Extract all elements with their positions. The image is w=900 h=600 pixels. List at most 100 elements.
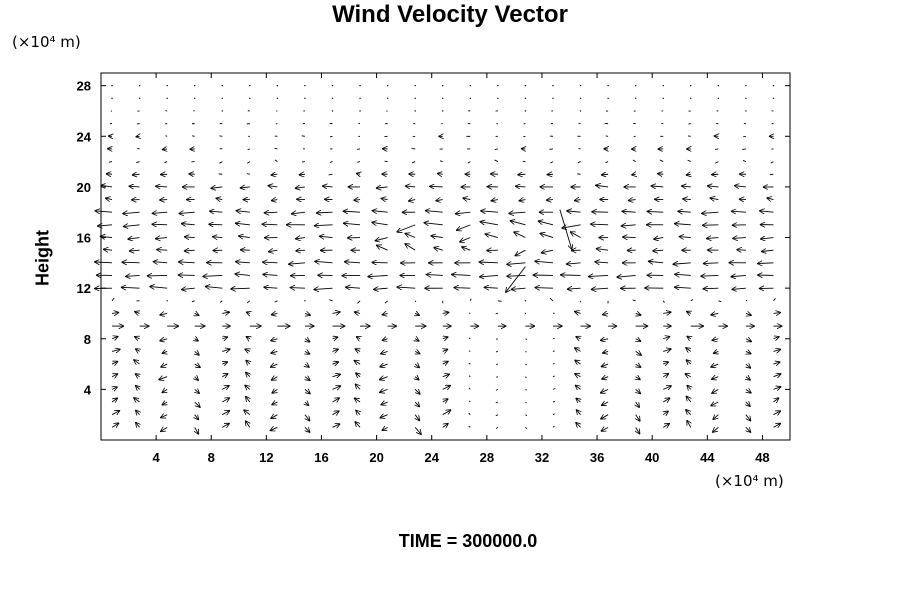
wind-vector [382, 313, 388, 314]
wind-vector [195, 415, 199, 420]
wind-vector [442, 374, 450, 377]
wind-vector [123, 225, 140, 227]
wind-vector [137, 147, 140, 150]
wind-vector [238, 236, 250, 238]
wind-vector [506, 275, 526, 276]
y-tick-label: 28 [77, 79, 91, 94]
wind-vector [495, 338, 498, 340]
wind-vector [467, 161, 471, 164]
wind-vector [111, 312, 119, 313]
wind-vector [194, 364, 201, 368]
wind-vector [372, 211, 388, 213]
wind-vector [332, 312, 341, 314]
wind-vector [663, 312, 671, 313]
vector-dot [414, 110, 416, 112]
wind-vector [561, 224, 581, 228]
wind-vector [247, 148, 250, 151]
wind-vector [133, 398, 140, 402]
wind-vector [314, 261, 333, 262]
vector-dot [524, 300, 527, 302]
wind-vector [663, 411, 668, 415]
wind-vector [332, 386, 342, 390]
wind-vector [707, 186, 719, 187]
wind-vector [517, 174, 526, 175]
wind-vector [552, 350, 555, 352]
wind-vector [663, 386, 671, 390]
wind-vector [112, 387, 118, 390]
wind-vector [178, 275, 195, 276]
wind-vector [506, 263, 526, 265]
wind-vector [147, 275, 168, 276]
x-tick-label: 48 [755, 450, 769, 465]
wind-vector [659, 159, 664, 162]
vector-dot [442, 84, 444, 87]
wind-vector [513, 232, 526, 238]
wind-vector [208, 224, 223, 225]
wind-vector [495, 401, 499, 404]
wind-vector [355, 349, 360, 352]
wind-vector [333, 337, 339, 339]
wind-vector [686, 360, 691, 364]
x-tick-label: 8 [208, 450, 215, 465]
wind-vector [505, 266, 526, 293]
vector-dot [772, 84, 775, 87]
vector-dot [442, 97, 444, 100]
wind-vector [305, 389, 311, 394]
wind-vector [384, 300, 388, 304]
wind-vector [106, 174, 113, 175]
wind-vector [443, 361, 449, 364]
wind-vector [663, 362, 669, 364]
wind-vector [468, 337, 471, 340]
wind-vector [622, 211, 636, 212]
wind-vector [125, 275, 140, 276]
wind-vector [687, 385, 691, 389]
wind-vector [525, 351, 527, 353]
wind-vector [127, 238, 140, 240]
wind-vector [552, 388, 556, 390]
wind-vector [353, 200, 361, 201]
wind-vector [674, 287, 691, 288]
wind-vector [662, 300, 665, 303]
vector-dot [304, 84, 306, 87]
y-tick-label: 4 [84, 382, 92, 397]
wind-vector [766, 198, 774, 200]
wind-vector [194, 401, 201, 408]
wind-vector [636, 401, 640, 408]
wind-vector [456, 224, 471, 231]
wind-vector [367, 275, 388, 276]
wind-vector [590, 224, 609, 225]
wind-vector [663, 349, 671, 352]
vector-dot [276, 84, 279, 87]
wind-vector [184, 237, 195, 238]
wind-vector [636, 389, 641, 393]
wind-vector [268, 186, 278, 187]
wind-vector [495, 388, 499, 391]
wind-vector [595, 185, 609, 187]
wind-vector [155, 186, 168, 187]
wind-vector [510, 221, 526, 226]
wind-vector [663, 373, 669, 376]
wind-vector [742, 148, 746, 151]
wind-vector [631, 174, 635, 175]
wind-vector [468, 362, 471, 365]
wind-vector [136, 161, 140, 164]
wind-vector [710, 402, 719, 406]
wind-vector [376, 187, 388, 188]
wind-vector [574, 373, 581, 376]
wind-vector [711, 377, 719, 380]
wind-vector [291, 212, 305, 214]
wind-vector [111, 336, 118, 338]
wind-vector [397, 287, 416, 288]
wind-vector [773, 362, 780, 364]
wind-vector [576, 422, 581, 427]
wind-vector [332, 362, 339, 364]
wind-vector [405, 186, 416, 187]
wind-vector [773, 423, 780, 427]
wind-vector [240, 187, 250, 188]
wind-vector [546, 200, 554, 201]
wind-vector [677, 211, 691, 212]
vector-dot [221, 84, 223, 87]
wind-vector [415, 414, 420, 421]
wind-vector [235, 262, 250, 263]
